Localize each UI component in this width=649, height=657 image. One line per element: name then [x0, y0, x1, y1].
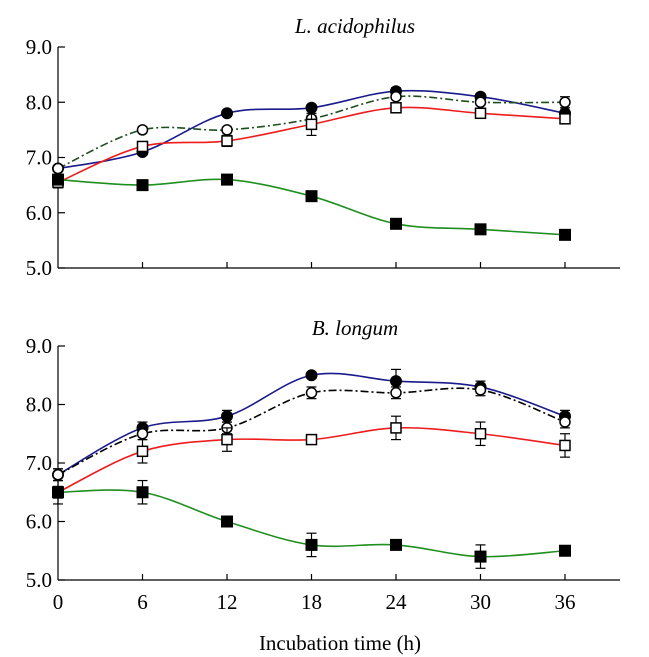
x-tick-label: 36	[555, 590, 576, 614]
data-point	[474, 96, 487, 108]
data-point	[390, 102, 402, 114]
data-point	[221, 410, 233, 423]
data-point	[52, 173, 64, 186]
x-axis-title: Incubation time (h)	[259, 631, 421, 655]
y-tick-label: 7.0	[26, 451, 52, 475]
data-point	[136, 445, 149, 458]
data-point	[52, 162, 64, 175]
y-tick-label: 8.0	[26, 393, 52, 417]
data-point	[221, 173, 233, 186]
x-tick-label: 6	[137, 590, 148, 614]
data-point	[474, 550, 487, 563]
x-tick-label: 18	[301, 590, 322, 614]
y-tick-label: 8.0	[26, 90, 52, 114]
y-tick-label: 9.0	[26, 35, 52, 59]
data-point	[52, 486, 64, 499]
data-point	[390, 217, 402, 230]
panel-l-acidophilus: L. acidophilus 5.0 6.0 7.0 8.0 9.0	[26, 14, 620, 280]
data-point	[305, 538, 318, 551]
data-point	[390, 90, 402, 103]
panel-b-longum: B. longum 5.0 6.0 7.0 8.0 9.0 0 6 12 18 24 30 36 Incu…	[26, 316, 620, 655]
x-tick-label: 24	[386, 590, 408, 614]
data-point	[305, 190, 318, 203]
y-tick-label: 5.0	[26, 568, 52, 592]
data-point	[474, 107, 487, 120]
series-line	[57, 178, 566, 236]
data-point	[559, 439, 571, 452]
data-point	[136, 124, 149, 136]
data-point	[559, 416, 571, 428]
data-point	[390, 422, 402, 434]
data-point	[390, 387, 402, 399]
data-point	[474, 428, 487, 440]
data-point	[136, 140, 149, 153]
y-tick-label: 6.0	[26, 201, 52, 225]
data-point	[305, 433, 318, 446]
data-point	[559, 544, 571, 557]
data-point	[136, 428, 149, 440]
data-point	[559, 113, 571, 125]
y-tick-label: 5.0	[26, 256, 52, 280]
data-point	[136, 179, 149, 192]
data-point	[221, 107, 233, 120]
data-point	[559, 96, 571, 108]
data-point	[305, 369, 318, 382]
y-tick-label: 7.0	[26, 146, 52, 170]
data-point	[474, 223, 487, 236]
data-point	[305, 387, 318, 399]
data-point	[474, 384, 487, 396]
data-point	[221, 433, 233, 446]
data-point	[390, 538, 402, 551]
data-point	[305, 118, 318, 131]
data-point	[221, 135, 233, 147]
x-tick-label: 0	[53, 590, 64, 614]
x-tick-label: 12	[217, 590, 238, 614]
x-tick-label: 30	[470, 590, 491, 614]
data-point	[136, 486, 149, 499]
data-point	[221, 124, 233, 136]
data-point	[52, 468, 64, 481]
data-point	[390, 375, 402, 388]
panel-title: B. longum	[312, 316, 398, 340]
y-tick-label: 9.0	[26, 334, 52, 358]
data-point	[559, 228, 571, 241]
data-point	[305, 101, 318, 114]
panel-title: L. acidophilus	[294, 14, 415, 38]
data-point	[221, 515, 233, 528]
y-tick-label: 6.0	[26, 510, 52, 534]
